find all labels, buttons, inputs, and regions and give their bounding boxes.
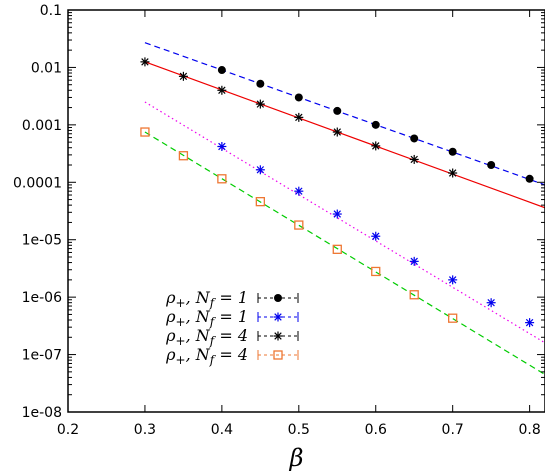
y-tick-label: 0.01 [31,60,62,76]
legend-text-part: ρ [165,307,176,326]
fit-line-series-3 [144,131,545,376]
data-point-series-0 [333,106,342,115]
legend-label-3: ρ+, Nf = 4 [165,345,248,367]
legend-label-2: ρ+, Nf = 4 [165,326,248,348]
data-point-series-2 [409,154,419,164]
data-point-series-3 [217,174,227,184]
legend-text-part: , N [186,345,211,364]
legend-text-part: , N [186,307,211,326]
x-tick-label: 0.3 [134,422,156,438]
data-point-series-1 [255,165,265,175]
legend-text-part: + [176,353,186,367]
data-point-series-0 [448,147,457,156]
data-point-series-2 [371,141,381,151]
legend-text-part: f [209,334,217,348]
fit-line-series-0 [144,42,545,186]
data-point-series-2 [294,112,304,122]
legend-text-part: f [209,315,217,329]
legend-marker-3 [273,350,283,360]
data-points [140,57,535,328]
data-point-series-2 [217,85,227,95]
legend-text-part: f [209,353,217,367]
legend-marker-2 [273,331,283,341]
y-tick-label: 0.1 [40,3,62,19]
legend-text-part: + [176,296,186,310]
legend-text-part: ρ [165,345,176,364]
data-point-series-3 [332,244,342,254]
legend-label-0: ρ+, Nf = 1 [165,288,248,310]
y-tick-label: 1e-08 [22,405,62,421]
legend-text-part: , N [186,288,211,307]
plot-frame [67,9,545,413]
data-point-series-0 [487,160,496,169]
legend-text-part: ρ [165,288,176,307]
x-axis: 0.2 0.3 0.4 0.5 0.6 0.7 0.8 [57,10,541,438]
legend: ρ+, Nf = 1ρ+, Nf = 1ρ+, Nf = 4ρ+, Nf = 4 [165,288,299,367]
fit-lines [144,42,545,376]
legend-marker-1 [273,312,283,322]
data-point-series-3 [255,197,265,207]
data-point-series-2 [332,127,342,137]
data-point-series-2 [448,168,458,178]
data-point-series-3 [140,127,150,137]
legend-text-part: + [176,334,186,348]
x-tick-label: 0.5 [288,422,310,438]
legend-text-part: = 4 [214,345,248,364]
data-point-series-0 [217,66,226,75]
data-point-series-3 [294,220,304,230]
y-tick-label: 0.001 [22,118,62,134]
data-point-series-0 [410,134,419,143]
x-tick-label: 0.4 [211,422,233,438]
data-point-series-1 [294,186,304,196]
data-point-series-3 [371,266,381,277]
data-point-series-0 [371,120,380,129]
data-point-series-2 [255,99,265,109]
x-tick-label: 0.2 [57,422,79,438]
fit-line-series-1 [144,101,545,344]
data-point-series-1 [409,256,419,266]
y-tick-label: 1e-05 [22,233,62,249]
x-tick-label: 0.7 [442,422,464,438]
legend-label-1: ρ+, Nf = 1 [165,307,248,329]
data-point-series-0 [294,93,303,102]
data-point-series-1 [371,231,381,241]
data-point-series-3 [409,290,419,300]
data-point-series-1 [486,298,496,308]
legend-marker-0 [274,294,282,302]
data-point-series-1 [525,318,535,328]
x-tick-label: 0.6 [365,422,387,438]
legend-text-part: , N [186,326,211,345]
data-point-series-2 [140,57,150,67]
y-tick-label: 1e-06 [22,290,62,306]
data-point-series-1 [448,275,458,285]
fit-line-series-2 [144,61,545,209]
y-tick-label: 1e-07 [22,348,62,364]
x-axis-title: β [289,444,304,472]
data-point-series-1 [332,209,342,219]
legend-text-part: f [209,296,217,310]
data-point-series-0 [525,174,534,183]
data-point-series-1 [217,141,227,151]
x-tick-label: 0.8 [518,422,540,438]
legend-text-part: = 4 [214,326,248,345]
legend-text-part: ρ [165,326,176,345]
data-point-series-3 [448,313,458,323]
legend-text-part: = 1 [214,307,248,326]
data-point-series-0 [256,79,265,88]
data-point-series-2 [178,71,188,81]
legend-text-part: + [176,315,186,329]
data-point-series-3 [178,151,189,161]
y-axis: 0.1 0.01 0.001 0.0001 1e-05 1e-06 1e-07 1e-08 [13,3,545,421]
legend-text-part: = 1 [214,288,248,307]
y-tick-label: 0.0001 [13,175,62,191]
